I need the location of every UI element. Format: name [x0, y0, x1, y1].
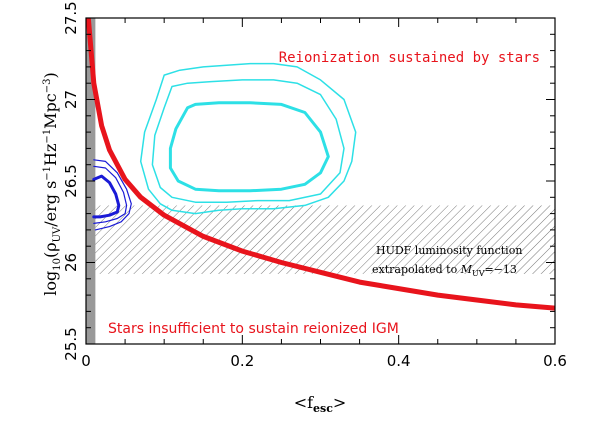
y-axis-label: log10(ρUV/erg s−1Hz−1Mpc−3): [41, 72, 63, 296]
annotation-hudf-line2-sub: UV: [472, 269, 485, 278]
y-axis-label-sub10: 10: [52, 258, 63, 271]
axis-ticks: 0 0.2 0.4 0.6 25.5 26 26.5 27 27.5: [62, 1, 567, 370]
x-axis-label-sub: esc: [313, 402, 333, 415]
blue-contour-3: [92, 174, 121, 219]
y-tick-label: 25.5: [62, 327, 80, 360]
curve-layer: [86, 18, 555, 311]
y-axis-label-sub-uv: UV: [52, 226, 63, 242]
annotation-stars-insufficient: Stars insufficient to sustain reionized …: [108, 321, 399, 337]
cyan-contour-2: [151, 79, 345, 203]
x-tick-label: 0.6: [543, 352, 567, 370]
annotation-hudf-line2-pre: extrapolated to: [372, 263, 461, 276]
y-axis-label-close: ): [41, 72, 60, 78]
x-tick-label: 0: [81, 352, 91, 370]
x-axis-label: <fesc>: [294, 393, 347, 415]
annotation-hudf-line2-m: M: [460, 263, 473, 276]
y-axis-label-sup1: −1: [42, 166, 53, 181]
blue-contour-1: [93, 159, 132, 231]
y-tick-label: 27: [62, 90, 80, 109]
x-axis-label-open: <f: [294, 393, 314, 412]
y-axis-label-sup3: −3: [42, 78, 53, 93]
contour-group: [92, 62, 357, 231]
annotation-hudf-line1: HUDF luminosity function: [376, 244, 522, 257]
cyan-contour-1: [139, 62, 357, 215]
annotation-reionization-sustained: Reionization sustained by stars: [279, 50, 540, 66]
plot-frame: [85, 17, 556, 345]
blue-contour-2: [93, 165, 128, 224]
y-axis-label-log: log: [41, 271, 60, 296]
y-tick-label: 26: [62, 253, 80, 272]
x-axis-label-close: >: [333, 393, 346, 412]
annotation-hudf-line2: extrapolated to MUV=−13: [372, 263, 517, 278]
y-tick-label: 26.5: [62, 164, 80, 197]
x-tick-label: 0.2: [230, 352, 254, 370]
y-axis-label-sup2: −1: [42, 129, 53, 144]
reionization-curve: [86, 18, 555, 311]
annotation-hudf-line2-post: =−13: [485, 263, 517, 276]
y-axis-label-hz: Hz: [41, 144, 60, 166]
y-tick-label: 27.5: [62, 1, 80, 34]
cyan-contour-3: [168, 101, 330, 193]
y-axis-label-mpc: Mpc: [41, 93, 60, 129]
y-axis-label-rho: (ρ: [41, 242, 60, 258]
x-tick-label: 0.4: [387, 352, 411, 370]
y-axis-label-erg: /erg s: [41, 181, 60, 227]
